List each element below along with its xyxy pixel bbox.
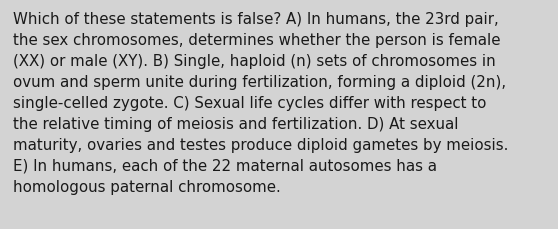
Text: Which of these statements is false? A) In humans, the 23rd pair,
the sex chromos: Which of these statements is false? A) I… — [13, 12, 508, 194]
